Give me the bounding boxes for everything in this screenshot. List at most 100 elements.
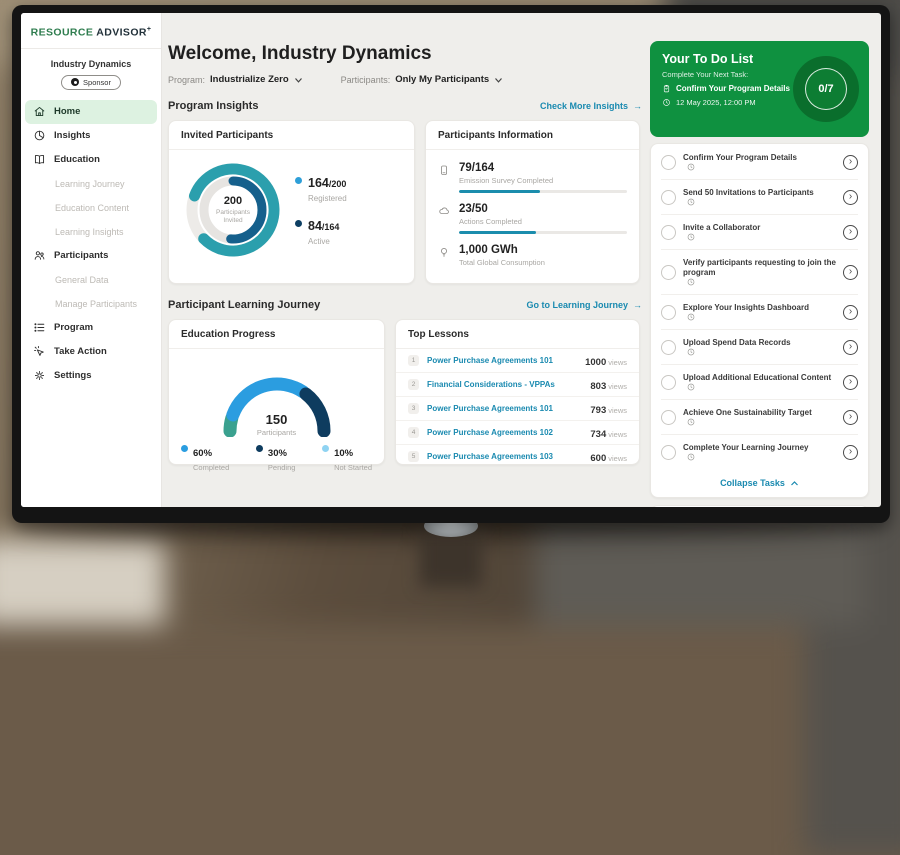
goto-learning-journey-link[interactable]: Go to Learning Journey → [526,300,642,310]
task-row[interactable]: Complete Your Learning Journey › [661,435,858,469]
monitor-stand-base [420,527,482,587]
task-checkbox[interactable] [661,409,676,425]
donut-legend: 164/200 Registered 84/164 Active [295,174,347,246]
sidebar-item-manage-participants[interactable]: Manage Participants [55,298,138,309]
take-action-icon [34,346,44,356]
chevron-right-icon[interactable]: › [843,224,858,240]
chevron-right-icon[interactable]: › [843,304,858,320]
task-row[interactable]: Upload Additional Educational Content › [661,365,858,400]
education-icon [34,154,45,164]
sidebar-item-insights[interactable]: Insights [21,124,161,148]
sidebar-item-learning-journey[interactable]: Learning Journey [55,178,125,189]
sidebar-item-education-content[interactable]: Education Content [55,202,130,213]
actions-icon [439,207,449,214]
check-more-insights-link[interactable]: Check More Insights → [539,101,642,111]
task-row[interactable]: Explore Your Insights Dashboard › [661,295,858,330]
lesson-row: 3 Power Purchase Agreements 101 793 views [396,397,639,421]
lesson-row: 5 Power Purchase Agreements 103 600 views [396,445,639,468]
todo-next-task: Confirm Your Program Details [662,84,857,93]
sidebar-item-learning-insights[interactable]: Learning Insights [55,226,124,237]
clock-icon [687,418,695,426]
chevron-right-icon[interactable]: › [843,374,858,390]
chevron-right-icon[interactable]: › [843,339,858,355]
insights-cards-row: Invited Participants 200 Participants In… [168,120,642,284]
lesson-row: 4 Power Purchase Agreements 102 734 views [396,421,639,445]
todo-progress-ring: 0/7 [793,56,859,122]
legend-item-active: 84/164 Active [295,217,347,246]
info-row-emission-survey: 79/164 Emission Survey Completed [438,157,627,198]
participants-select[interactable]: Participants: Only My Participants [341,74,504,85]
page-title: Welcome, Industry Dynamics [168,43,432,64]
collapse-tasks-link[interactable]: Collapse Tasks [661,469,858,496]
lesson-rank: 5 [408,451,419,462]
chevron-right-icon[interactable]: › [843,409,858,425]
sidebar-item-home[interactable]: Home [25,99,157,124]
task-checkbox[interactable] [661,444,676,460]
task-checkbox[interactable] [661,304,676,320]
task-label: Confirm Your Program Details [683,153,797,162]
sidebar: RESOURCE ADVISOR+ Industry Dynamics Spon… [21,13,162,507]
chevron-right-icon[interactable]: › [843,444,858,460]
consumption-icon [440,247,448,257]
task-checkbox[interactable] [661,154,676,170]
chevron-right-icon[interactable]: › [843,154,858,170]
task-row[interactable]: Upload Spend Data Records › [661,330,858,365]
task-row[interactable]: Invite a Collaborator › [661,215,858,250]
legend-dot [255,445,263,452]
todo-panel: Your To Do List Complete Your Next Task:… [650,41,869,507]
logo-secondary: ADVISOR [96,26,147,39]
invited-participants-title: Invited Participants [169,121,414,150]
learning-journey-title: Participant Learning Journey [168,299,321,311]
task-row[interactable]: Confirm Your Program Details › [661,145,858,180]
filter-bar: Program: Industrialize Zero Participants… [168,74,642,85]
top-lessons-title: Top Lessons [396,320,639,349]
chevron-right-icon[interactable]: › [843,264,858,280]
lesson-rank: 2 [408,379,419,390]
task-checkbox[interactable] [661,189,676,205]
lesson-title-link[interactable]: Power Purchase Agreements 103 [427,452,553,461]
lesson-title-link[interactable]: Power Purchase Agreements 101 [427,356,553,365]
progress-bar [459,231,627,234]
sidebar-nav: Home Insights Education Learning Journey… [21,99,161,388]
task-checkbox[interactable] [661,224,676,240]
sidebar-item-participants[interactable]: Participants [21,244,161,268]
gauge-segment-completed [225,377,310,422]
logo-primary: RESOURCE [30,26,94,39]
task-checkbox[interactable] [661,264,676,280]
legend-item-pending: 30% Pending [255,443,295,472]
clock-icon [687,383,695,391]
settings-icon [34,370,45,381]
sidebar-item-education[interactable]: Education [21,148,161,172]
task-row[interactable]: Verify participants requesting to join t… [661,250,858,295]
sidebar-item-settings[interactable]: Settings [21,364,161,388]
lesson-title-link[interactable]: Power Purchase Agreements 102 [427,428,553,437]
task-label: Invite a Collaborator [683,223,761,232]
invited-participants-donut-chart: 200 Participants Invited [177,154,289,266]
task-row[interactable]: Achieve One Sustainability Target › [661,400,858,435]
legend-dot [295,177,302,184]
chevron-right-icon[interactable]: › [843,189,858,205]
task-label: Explore Your Insights Dashboard [683,303,809,312]
clock-icon [687,278,695,286]
lesson-title-link[interactable]: Financial Considerations - VPPAs [427,380,555,389]
sidebar-item-take-action[interactable]: Take Action [21,340,161,364]
sponsor-badge: Sponsor [61,74,121,90]
org-name: Industry Dynamics [50,58,132,69]
sidebar-item-general-data[interactable]: General Data [55,274,109,285]
todo-summary-card: Your To Do List Complete Your Next Task:… [650,41,869,137]
task-label: Complete Your Learning Journey [683,443,809,452]
invited-participants-card: Invited Participants 200 Participants In… [168,120,415,284]
gauge-legend: 60% Completed 30% Pending 10% Not Starte… [169,437,384,472]
program-select[interactable]: Program: Industrialize Zero [168,74,303,85]
lesson-rank: 3 [408,403,419,414]
sidebar-item-program[interactable]: Program [21,316,161,340]
lesson-title-link[interactable]: Power Purchase Agreements 101 [427,404,553,413]
sponsor-badge-label: Sponsor [83,77,111,87]
participants-select-label: Participants: [340,74,391,85]
task-checkbox[interactable] [661,339,676,355]
donut-center-label: Participants Invited [216,209,250,224]
task-row[interactable]: Send 50 Invitations to Participants › [661,180,858,215]
app-logo: RESOURCE ADVISOR+ [21,13,161,49]
task-checkbox[interactable] [661,374,676,390]
